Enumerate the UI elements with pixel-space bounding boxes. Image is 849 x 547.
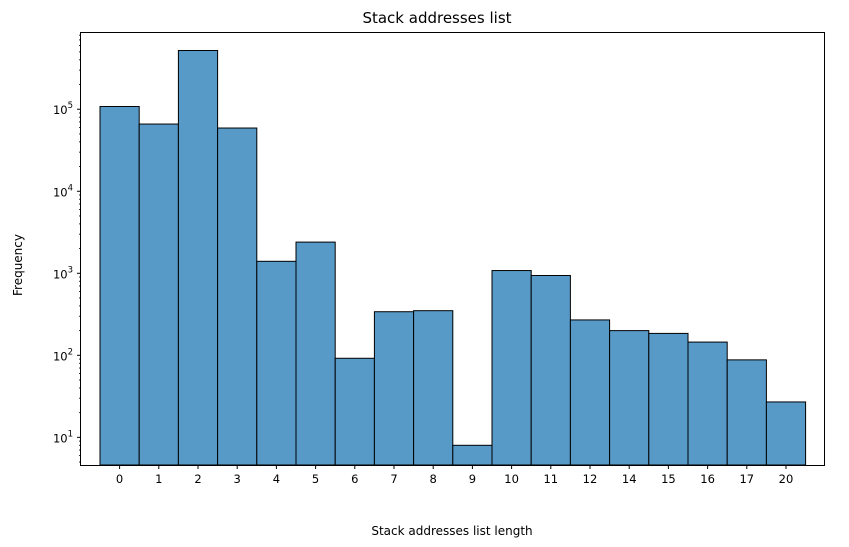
x-tick-label: 6 <box>351 472 358 486</box>
y-tick-label: 102 <box>53 347 73 363</box>
x-tick-label: 2 <box>194 472 201 486</box>
x-tick-label: 20 <box>779 472 794 486</box>
y-tick-label: 105 <box>53 101 73 117</box>
x-tick-label: 16 <box>700 472 715 486</box>
bar-20 <box>765 401 807 466</box>
x-tick-label: 12 <box>583 472 598 486</box>
bar-1 <box>138 123 179 466</box>
bar-6 <box>334 357 375 466</box>
x-tick-label: 0 <box>116 472 123 486</box>
bar-4 <box>256 260 297 466</box>
bar-17 <box>726 359 767 466</box>
x-tick-label: 4 <box>273 472 280 486</box>
x-tick-label: 9 <box>469 472 476 486</box>
x-tick-label: 11 <box>543 472 558 486</box>
bar-14 <box>609 330 650 466</box>
x-tick-label: 17 <box>739 472 754 486</box>
bar-10 <box>491 270 532 466</box>
bar-15 <box>648 332 689 466</box>
x-tick-label: 15 <box>661 472 676 486</box>
bar-12 <box>569 319 611 466</box>
bar-7 <box>373 311 415 466</box>
x-tick-label: 7 <box>390 472 397 486</box>
bar-9 <box>452 444 493 466</box>
x-tick-label: 3 <box>234 472 241 486</box>
bars <box>99 50 807 466</box>
x-tick-label: 1 <box>155 472 162 486</box>
bar-3 <box>217 127 258 466</box>
x-axis-label: Stack addresses list length <box>371 524 532 538</box>
bar-8 <box>413 310 454 466</box>
axis-ticks: 0 1 2 3 4 5 6 7 8 9 10 11 12 14 15 16 17 2010110210310410… <box>53 34 794 486</box>
x-tick-label: 5 <box>312 472 319 486</box>
chart-title: Stack addresses list <box>362 9 511 27</box>
y-tick-label: 101 <box>53 429 73 445</box>
bar-0 <box>99 105 140 466</box>
x-tick-label: 10 <box>504 472 519 486</box>
y-tick-label: 103 <box>53 265 73 281</box>
bar-11 <box>530 274 571 466</box>
x-tick-label: 8 <box>430 472 437 486</box>
y-axis-label: Frequency <box>11 234 25 296</box>
bar-5 <box>295 241 336 466</box>
x-tick-label: 14 <box>622 472 637 486</box>
bar-2 <box>177 50 219 466</box>
bar-16 <box>687 341 728 466</box>
plot-frame <box>80 32 825 466</box>
y-tick-label: 104 <box>53 183 73 199</box>
